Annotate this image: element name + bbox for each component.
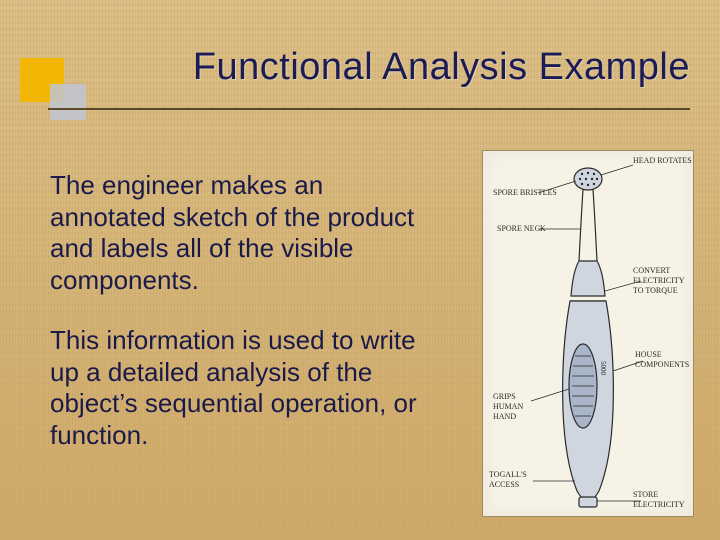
label-convert-3: TO TORQUE (633, 286, 678, 295)
label-grips-1: GRIPS (493, 392, 516, 401)
svg-text:5000: 5000 (599, 361, 607, 376)
label-togalls-1: TOGALL'S (489, 470, 527, 479)
label-grips-3: HAND (493, 412, 516, 421)
label-store-1: STORE (633, 490, 658, 499)
label-spore-neck: SPORE NECK (497, 224, 546, 233)
label-convert-2: ELECTRICITY (633, 276, 685, 285)
label-house-1: HOUSE (635, 350, 662, 359)
label-grips-2: HUMAN (493, 402, 523, 411)
accent-square-grey (50, 84, 86, 120)
title-underline (48, 108, 690, 110)
slide-title: Functional Analysis Example (0, 46, 720, 89)
title-area: Functional Analysis Example (0, 46, 720, 89)
label-store-2: ELECTRICITY (633, 500, 685, 509)
body-text: The engineer makes an annotated sketch o… (50, 170, 430, 480)
label-head: HEAD ROTATES (633, 156, 692, 165)
label-togalls-2: ACCESS (489, 480, 519, 489)
paragraph-1: The engineer makes an annotated sketch o… (50, 170, 430, 297)
toothbrush-diagram: 5000 HEAD ROTATES SPORE BRISTLES SPORE N… (483, 151, 693, 516)
annotated-sketch: 5000 HEAD ROTATES SPORE BRISTLES SPORE N… (482, 150, 694, 517)
label-spore-bristles: SPORE BRISTLES (493, 188, 557, 197)
label-convert-1: CONVERT (633, 266, 670, 275)
paragraph-2: This information is used to write up a d… (50, 325, 430, 452)
label-house-2: COMPONENTS (635, 360, 689, 369)
